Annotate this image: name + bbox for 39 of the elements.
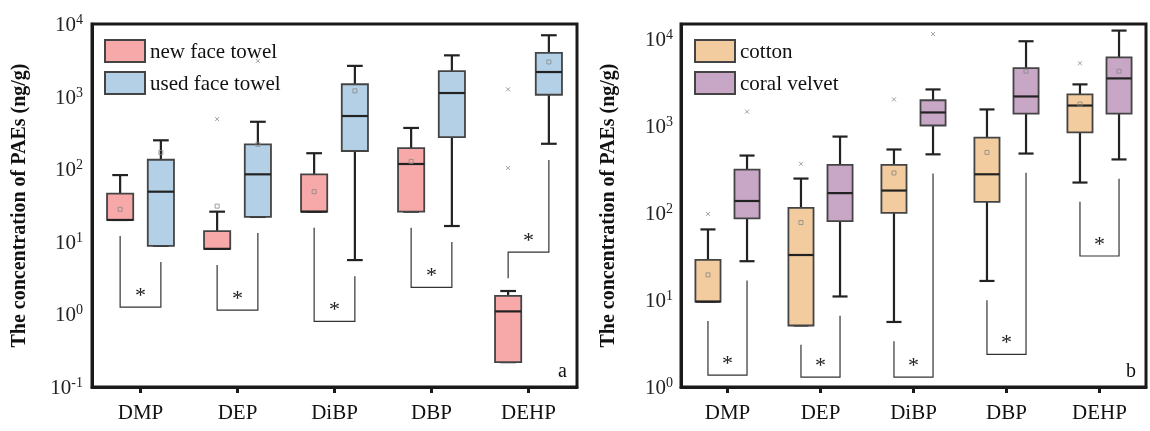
legend-label: new face towel	[150, 39, 278, 63]
annotation: a	[558, 359, 568, 381]
x-tick-label: DiBP	[311, 399, 358, 424]
annotation: *	[523, 227, 534, 253]
y-tick-label: 10$^{3}$	[55, 84, 83, 109]
y-tick-label: 10$^{3}$	[645, 113, 673, 139]
x-tick-label: DEP	[800, 399, 841, 424]
annotation: *	[722, 350, 733, 376]
y-tick-label: 10$^{4}$	[645, 26, 673, 52]
annotation: *	[1001, 329, 1012, 355]
x-tick-label: DEP	[217, 399, 258, 424]
x-tick-label: DiBP	[890, 399, 937, 424]
y-tick-label: 10$^{2}$	[645, 200, 673, 226]
annotation: b	[1126, 359, 1136, 381]
y-tick-label: 10$^{0}$	[55, 301, 83, 327]
x-tick-label: DEHP	[1072, 399, 1127, 424]
annotation: *	[135, 282, 146, 308]
x-tick-label: DMP	[117, 399, 164, 424]
annotation: *	[1094, 231, 1105, 256]
annotation: *	[232, 285, 243, 311]
annotation: *	[908, 352, 919, 378]
annotation: *	[815, 352, 826, 378]
y-tick-label: 10$^{2}$	[55, 156, 83, 182]
x-tick-label: DEHP	[501, 399, 556, 424]
legend-label: cotton	[740, 39, 793, 63]
y-tick-label: 10$^{1}$	[645, 287, 673, 313]
annotation: *	[329, 296, 340, 322]
y-tick-label: 10$^{-1}$	[50, 374, 83, 399]
x-tick-label: DBP	[986, 399, 1027, 424]
y-axis-title: The concentration of PAEs (ng/g)	[7, 63, 30, 348]
y-tick-label: 10$^{1}$	[55, 229, 83, 254]
annotation: *	[426, 262, 437, 288]
legend-label: used face towel	[150, 71, 281, 95]
y-tick-label: 10$^{0}$	[645, 374, 673, 399]
x-tick-label: DMP	[704, 399, 751, 424]
y-axis-title: The concentration of PAEs (ng/g)	[596, 63, 619, 348]
legend-label: coral velvet	[740, 71, 839, 95]
x-tick-label: DBP	[411, 399, 452, 424]
y-tick-label: 10$^{4}$	[55, 11, 83, 36]
